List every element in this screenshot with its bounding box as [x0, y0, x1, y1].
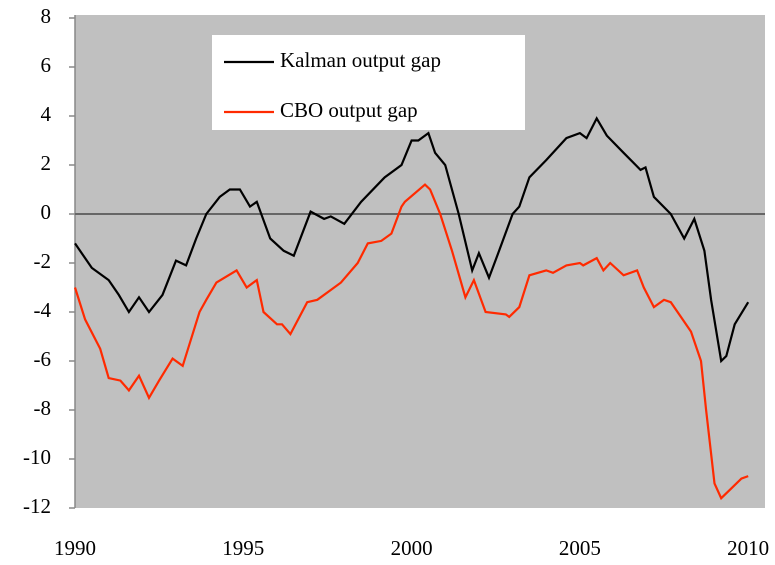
- y-tick-label: -8: [34, 396, 52, 420]
- y-tick-label: 8: [41, 4, 52, 28]
- series-line: [73, 183, 749, 501]
- y-tick-label: 0: [41, 200, 52, 224]
- y-tick-label: -6: [34, 347, 52, 371]
- y-tick-label: 2: [41, 151, 52, 175]
- x-tick-label: 1990: [54, 536, 96, 560]
- legend-label: CBO output gap: [280, 98, 418, 122]
- legend-box: [212, 35, 525, 130]
- y-tick-label: -2: [34, 249, 52, 273]
- y-tick-label: 4: [41, 102, 52, 126]
- x-tick-label: 2010: [727, 536, 769, 560]
- x-tick-label: 1995: [222, 536, 264, 560]
- legend-label: Kalman output gap: [280, 48, 441, 72]
- x-tick-label: 2000: [391, 536, 433, 560]
- y-tick-label: -10: [23, 445, 51, 469]
- y-tick-label: -4: [34, 298, 52, 322]
- y-tick-label: 6: [41, 53, 52, 77]
- x-tick-label: 2005: [559, 536, 601, 560]
- series-line: [74, 116, 750, 364]
- y-tick-label: -12: [23, 494, 51, 518]
